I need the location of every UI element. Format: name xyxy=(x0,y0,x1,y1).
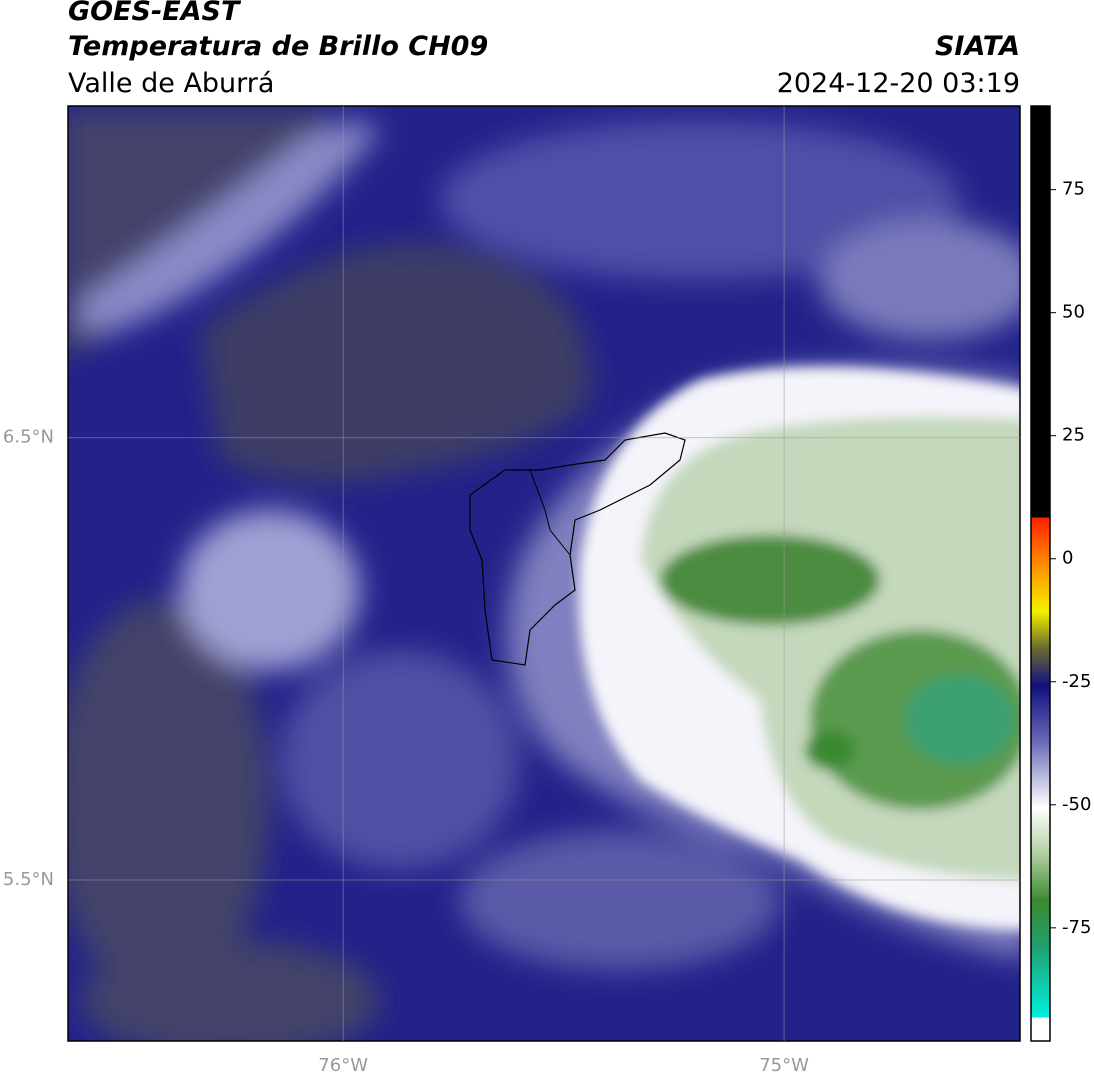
y-tick-label: 5.5°N xyxy=(3,869,54,890)
source: SIATA xyxy=(935,31,1020,62)
x-tick-label: 75°W xyxy=(759,1055,809,1076)
subtitle: Temperatura de Brillo CH09 xyxy=(68,31,488,62)
title: GOES-EAST xyxy=(68,0,242,27)
colorbar-tick-label: -75 xyxy=(1062,917,1091,938)
colorbar-tick-label: 25 xyxy=(1062,425,1085,446)
colorbar-tick-label: 75 xyxy=(1062,179,1085,200)
colorbar-tick-label: -25 xyxy=(1062,671,1091,692)
colorbar-tick-label: -50 xyxy=(1062,794,1091,815)
x-tick-label: 76°W xyxy=(318,1055,368,1076)
y-tick-label: 6.5°N xyxy=(3,427,54,448)
colorbar-tick-label: 0 xyxy=(1062,548,1073,569)
map-frame xyxy=(67,105,1021,1042)
colorbar xyxy=(1030,105,1051,1042)
satellite-image xyxy=(68,106,1020,1041)
region: Valle de Aburrá xyxy=(68,68,274,99)
datetime: 2024-12-20 03:19 xyxy=(777,68,1020,99)
colorbar-tick-label: 50 xyxy=(1062,302,1085,323)
